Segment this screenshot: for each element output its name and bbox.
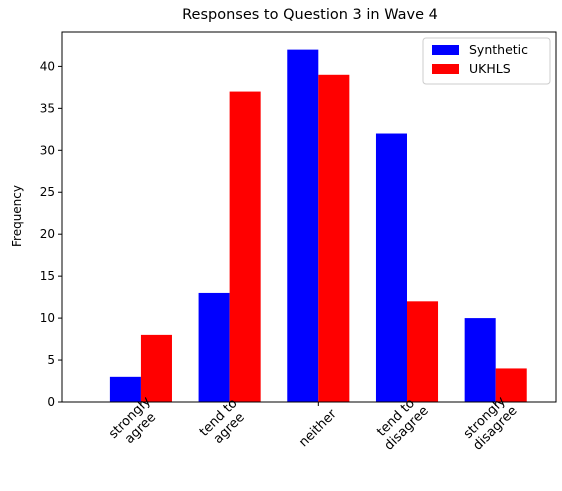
y-tick-label: 30 (40, 143, 55, 157)
bar-synthetic-1 (198, 292, 230, 402)
y-tick-label: 0 (47, 395, 55, 409)
x-tick-label-1: tend toagree (197, 396, 251, 450)
bar-ukhls-2 (318, 74, 350, 402)
y-axis-label: Frequency (10, 185, 24, 247)
plot-frame (61, 31, 557, 403)
x-tick-label-2: neither (296, 406, 340, 450)
bar-ukhls-0 (140, 334, 172, 402)
legend: Synthetic UKHLS (422, 37, 551, 85)
bar-synthetic-3 (375, 133, 407, 402)
y-tick-label: 5 (47, 353, 55, 367)
legend-swatch-synthetic (432, 45, 459, 55)
bar-synthetic-4 (464, 318, 496, 402)
bar-ukhls-4 (495, 368, 527, 402)
legend-label-ukhls: UKHLS (469, 61, 511, 76)
bar-ukhls-1 (229, 91, 261, 402)
bars-group (109, 49, 527, 403)
legend-label-synthetic: Synthetic (469, 42, 528, 57)
y-tick-label: 20 (40, 227, 55, 241)
y-tick-label: 15 (40, 269, 55, 283)
y-tick-label: 40 (40, 59, 55, 73)
y-tick-label: 25 (40, 185, 55, 199)
x-tick-label-0: stronglyagree (106, 394, 165, 453)
bar-ukhls-3 (407, 301, 439, 402)
legend-swatch-ukhls (432, 64, 459, 74)
y-ticks-group: 0 5 10 15 20 25 30 35 40 (40, 59, 62, 409)
chart-title: Responses to Question 3 in Wave 4 (182, 7, 438, 23)
bar-synthetic-0 (109, 376, 141, 402)
y-tick-label: 10 (40, 311, 55, 325)
y-tick-label: 35 (40, 101, 55, 115)
bar-synthetic-2 (287, 49, 319, 403)
